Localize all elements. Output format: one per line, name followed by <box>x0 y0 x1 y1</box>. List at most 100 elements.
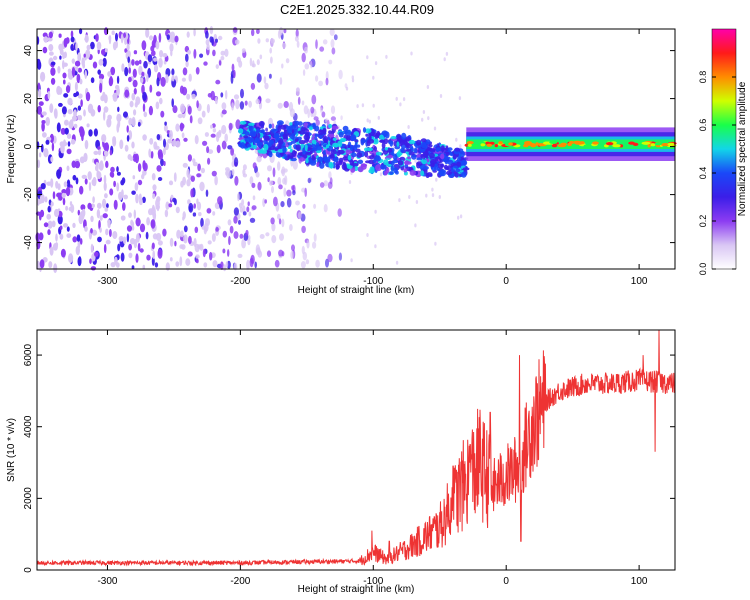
noise-speckle <box>269 47 273 54</box>
snr-series <box>36 329 676 567</box>
noise-speckle <box>64 127 69 135</box>
noise-speckle <box>50 77 56 85</box>
noise-speckle <box>188 202 194 213</box>
band-blob <box>282 146 287 154</box>
noise-speckle <box>228 122 233 131</box>
band-blob <box>342 156 349 161</box>
noise-speckle <box>329 177 333 185</box>
noise-speckle <box>77 52 82 62</box>
band-blob <box>401 132 407 140</box>
noise-speckle <box>200 217 204 228</box>
noise-speckle <box>56 169 62 179</box>
noise-speckle <box>107 219 111 225</box>
noise-speckle <box>311 94 317 105</box>
tone-peak <box>508 142 513 146</box>
noise-speckle <box>302 203 306 209</box>
band-blob <box>336 151 341 156</box>
noise-speckle <box>38 101 44 106</box>
noise-speckle <box>162 228 167 237</box>
band-blob <box>314 133 319 137</box>
noise-speckle <box>59 55 62 60</box>
noise-speckle <box>55 233 58 242</box>
band-blob <box>291 129 295 134</box>
noise-speckle <box>101 134 107 143</box>
noise-speckle <box>133 88 137 95</box>
tone-peak <box>549 140 558 144</box>
tone-peak <box>551 144 558 148</box>
noise-speckle <box>99 82 103 93</box>
noise-speckle <box>66 179 71 188</box>
band-blob <box>248 125 254 132</box>
noise-speckle <box>399 102 402 107</box>
tone-peak <box>667 142 675 146</box>
noise-speckle <box>414 223 417 228</box>
noise-speckle <box>134 60 140 66</box>
noise-speckle <box>96 41 102 51</box>
noise-speckle <box>289 224 293 231</box>
noise-speckle <box>39 259 45 269</box>
band-blob <box>319 162 325 169</box>
noise-speckle <box>229 225 234 234</box>
noise-speckle <box>54 208 60 218</box>
noise-speckle <box>295 87 300 92</box>
noise-speckle <box>117 243 121 252</box>
noise-speckle <box>97 149 102 156</box>
noise-speckle <box>224 133 228 143</box>
band-blob <box>311 156 316 161</box>
noise-speckle <box>240 88 244 99</box>
noise-speckle <box>156 77 160 87</box>
noise-speckle <box>60 248 66 258</box>
noise-speckle <box>297 96 301 105</box>
noise-speckle <box>146 217 151 226</box>
noise-speckle <box>220 261 224 271</box>
band-blob <box>445 170 452 176</box>
spectrogram-ytick-label: 20 <box>23 93 34 105</box>
band-blob <box>304 144 308 152</box>
noise-speckle <box>52 243 58 251</box>
noise-speckle <box>99 215 103 221</box>
band-blob <box>264 131 271 136</box>
noise-speckle <box>318 80 323 87</box>
noise-speckle <box>242 211 247 216</box>
band-blob <box>456 161 462 167</box>
noise-speckle <box>244 100 248 106</box>
noise-speckle <box>90 228 93 234</box>
noise-speckle <box>42 32 48 38</box>
colorbar-label: Normalized spectral amplitude <box>737 81 748 216</box>
band-blob <box>308 126 313 131</box>
noise-speckle <box>234 39 240 45</box>
noise-speckle <box>79 238 83 245</box>
noise-speckle <box>155 101 160 110</box>
noise-speckle <box>72 115 77 122</box>
noise-speckle <box>192 212 197 217</box>
noise-speckle <box>79 185 84 195</box>
noise-speckle <box>212 128 217 133</box>
noise-speckle <box>190 175 195 182</box>
noise-speckle <box>214 175 218 186</box>
noise-speckle <box>193 28 196 37</box>
noise-speckle <box>265 127 268 132</box>
noise-speckle <box>230 148 235 156</box>
noise-speckle <box>427 116 430 121</box>
noise-speckle <box>42 46 48 54</box>
tone-peak <box>592 141 599 145</box>
noise-speckle <box>41 120 46 124</box>
noise-speckle <box>156 165 162 172</box>
noise-speckle <box>246 206 250 213</box>
chart-title: C2E1.2025.332.10.44.R09 <box>280 2 434 17</box>
noise-speckle <box>84 34 89 43</box>
noise-speckle <box>268 180 274 186</box>
noise-speckle <box>103 142 109 151</box>
noise-speckle <box>174 35 179 43</box>
noise-speckle <box>133 209 136 219</box>
band-blob <box>287 126 292 134</box>
noise-speckle <box>239 206 243 213</box>
noise-speckle <box>209 251 213 261</box>
noise-speckle <box>222 230 227 238</box>
noise-speckle <box>227 249 230 257</box>
noise-speckle <box>159 97 163 105</box>
noise-speckle <box>408 195 411 199</box>
noise-speckle <box>183 225 188 233</box>
noise-speckle <box>179 85 184 94</box>
